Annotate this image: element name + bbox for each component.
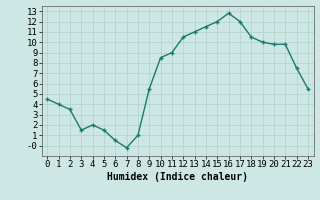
X-axis label: Humidex (Indice chaleur): Humidex (Indice chaleur) <box>107 172 248 182</box>
